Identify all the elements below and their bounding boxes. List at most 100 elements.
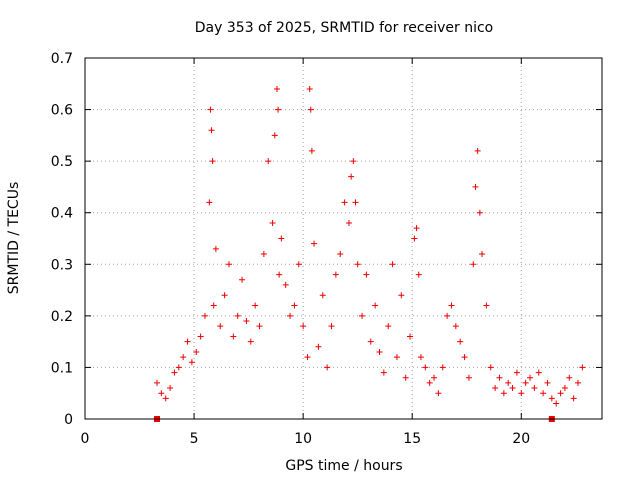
data-point (210, 302, 217, 309)
data-point (483, 302, 490, 309)
data-point (332, 271, 339, 278)
data-point (217, 323, 224, 330)
data-point (184, 338, 191, 345)
data-point (300, 323, 307, 330)
data-point (188, 359, 195, 366)
data-point (575, 379, 582, 386)
data-point (282, 281, 289, 288)
data-point (402, 374, 409, 381)
data-point (234, 312, 241, 319)
data-point (306, 85, 313, 92)
data-point (265, 158, 272, 165)
data-point (570, 395, 577, 402)
data-point (474, 147, 481, 154)
data-point (207, 106, 214, 113)
data-point (276, 271, 283, 278)
data-point (407, 333, 414, 340)
data-point (307, 106, 314, 113)
x-tick-label: 0 (81, 431, 90, 447)
data-point (426, 379, 433, 386)
data-point (411, 235, 418, 242)
data-point (243, 318, 250, 325)
data-point (354, 261, 361, 268)
data-point (431, 374, 438, 381)
data-point (505, 379, 512, 386)
y-tick-label: 0.2 (51, 309, 73, 325)
data-point (308, 147, 315, 154)
data-point (444, 312, 451, 319)
data-point (372, 302, 379, 309)
data-point (398, 292, 405, 299)
data-point (479, 250, 486, 257)
data-point (500, 390, 507, 397)
data-point (275, 106, 282, 113)
data-point (348, 173, 355, 180)
data-point (197, 333, 204, 340)
data-point (271, 132, 278, 139)
data-point (470, 261, 477, 268)
data-point (287, 312, 294, 319)
data-point (422, 364, 429, 371)
data-point (465, 374, 472, 381)
data-point (472, 183, 479, 190)
data-point (509, 385, 516, 392)
y-tick-label: 0.4 (51, 206, 73, 222)
chart-title: Day 353 of 2025, SRMTID for receiver nic… (195, 20, 493, 36)
data-point (389, 261, 396, 268)
x-tick-label: 15 (403, 431, 421, 447)
data-point (225, 261, 232, 268)
data-point (415, 271, 422, 278)
data-point (461, 354, 468, 361)
y-tick-label: 0 (64, 412, 73, 428)
data-point (487, 364, 494, 371)
data-point (175, 364, 182, 371)
data-point (278, 235, 285, 242)
data-point (239, 276, 246, 283)
x-tick-label: 10 (294, 431, 312, 447)
data-point (291, 302, 298, 309)
data-point (579, 364, 586, 371)
data-point (457, 338, 464, 345)
data-point (363, 271, 370, 278)
data-point (212, 245, 219, 252)
data-point (385, 323, 392, 330)
data-point (531, 385, 538, 392)
data-point (328, 323, 335, 330)
data-point (527, 374, 534, 381)
data-point (247, 338, 254, 345)
data-point (315, 343, 322, 350)
data-point (209, 158, 216, 165)
data-point (193, 348, 200, 355)
data-point (208, 127, 215, 134)
data-point (496, 374, 503, 381)
data-point (153, 379, 160, 386)
plot-frame (84, 57, 603, 420)
data-point (295, 261, 302, 268)
data-point (435, 390, 442, 397)
data-point (345, 220, 352, 227)
data-point (167, 385, 174, 392)
y-tick-label: 0.6 (51, 103, 73, 119)
data-point (269, 220, 276, 227)
data-point (380, 369, 387, 376)
x-tick-label: 5 (190, 431, 199, 447)
data-point (476, 209, 483, 216)
data-point (518, 390, 525, 397)
data-point (393, 354, 400, 361)
data-point (492, 385, 499, 392)
data-point (352, 199, 359, 206)
grid-lines (85, 58, 602, 419)
data-point (557, 390, 564, 397)
data-point (561, 385, 568, 392)
data-point (256, 323, 263, 330)
data-point (540, 390, 547, 397)
data-point (544, 379, 551, 386)
x-axis-label: GPS time / hours (285, 458, 402, 474)
y-tick-label: 0.7 (51, 51, 73, 67)
data-point (337, 250, 344, 257)
axis-ticks: 0 0.1 0.2 0.3 0.4 0.5 0.6 0.7 0 5 10 15 20 (51, 51, 602, 447)
data-point (260, 250, 267, 257)
x-tick-label: 20 (512, 431, 530, 447)
data-point (201, 312, 208, 319)
data-point (324, 364, 331, 371)
